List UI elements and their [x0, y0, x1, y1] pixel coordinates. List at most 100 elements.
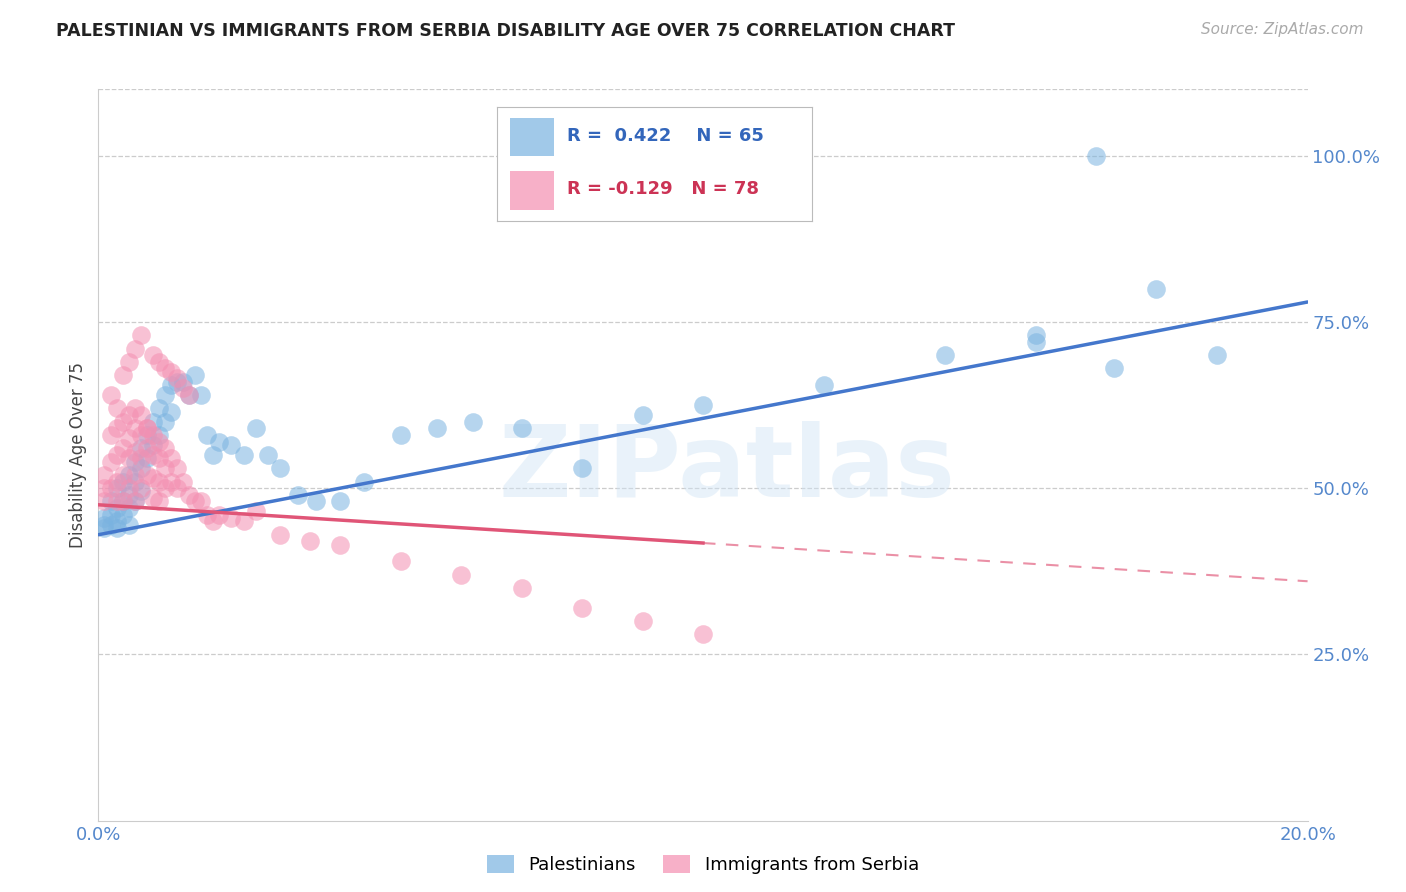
- Point: [105, 481, 128, 495]
- Point: [100, 517, 122, 532]
- Point: [172, 381, 194, 395]
- Point: [105, 515, 128, 529]
- Point: [148, 401, 170, 416]
- Point: [124, 342, 146, 356]
- Point: [166, 461, 188, 475]
- Point: [160, 405, 183, 419]
- Point: [124, 494, 146, 508]
- Point: [135, 467, 157, 482]
- Point: [118, 408, 141, 422]
- Point: [100, 428, 122, 442]
- Point: [1206, 348, 1229, 362]
- Point: [329, 538, 352, 552]
- Point: [93, 467, 115, 482]
- Point: [245, 421, 267, 435]
- Text: PALESTINIAN VS IMMIGRANTS FROM SERBIA DISABILITY AGE OVER 75 CORRELATION CHART: PALESTINIAN VS IMMIGRANTS FROM SERBIA DI…: [56, 22, 955, 40]
- Point: [129, 451, 152, 466]
- Point: [105, 494, 128, 508]
- Point: [93, 481, 115, 495]
- Point: [1085, 149, 1108, 163]
- Point: [111, 508, 134, 522]
- Point: [105, 421, 128, 435]
- Point: [232, 515, 254, 529]
- Point: [142, 471, 165, 485]
- Point: [148, 428, 170, 442]
- Point: [111, 415, 134, 429]
- Point: [305, 494, 328, 508]
- Point: [190, 388, 212, 402]
- Point: [129, 484, 152, 499]
- Point: [389, 554, 412, 568]
- Point: [111, 494, 134, 508]
- Point: [118, 355, 141, 369]
- Point: [93, 521, 115, 535]
- Text: Source: ZipAtlas.com: Source: ZipAtlas.com: [1201, 22, 1364, 37]
- Point: [142, 438, 165, 452]
- Point: [450, 567, 472, 582]
- Point: [184, 494, 207, 508]
- Point: [135, 428, 157, 442]
- Point: [129, 408, 152, 422]
- Point: [135, 421, 157, 435]
- Point: [105, 475, 128, 489]
- Point: [389, 428, 412, 442]
- Point: [571, 600, 593, 615]
- Point: [124, 494, 146, 508]
- Point: [177, 388, 201, 402]
- Point: [631, 614, 654, 628]
- Point: [692, 398, 714, 412]
- Point: [148, 494, 170, 508]
- Point: [153, 461, 176, 475]
- Point: [129, 481, 152, 495]
- Point: [93, 517, 115, 532]
- Point: [631, 408, 654, 422]
- Point: [100, 454, 122, 468]
- Point: [124, 421, 146, 435]
- Point: [148, 355, 170, 369]
- Point: [105, 448, 128, 462]
- Point: [232, 448, 254, 462]
- Point: [118, 517, 141, 532]
- Point: [135, 451, 157, 466]
- Point: [124, 467, 146, 482]
- Point: [153, 481, 176, 495]
- Point: [160, 378, 183, 392]
- Point: [142, 491, 165, 505]
- Point: [208, 434, 231, 449]
- Point: [208, 508, 231, 522]
- Point: [329, 494, 352, 508]
- Point: [172, 475, 194, 489]
- Point: [153, 415, 176, 429]
- Point: [221, 511, 243, 525]
- Point: [160, 451, 183, 466]
- Point: [100, 481, 122, 495]
- Point: [195, 508, 218, 522]
- Point: [118, 481, 141, 495]
- Point: [166, 371, 188, 385]
- Point: [190, 494, 212, 508]
- Point: [510, 581, 533, 595]
- Point: [124, 444, 146, 458]
- Point: [124, 401, 146, 416]
- Point: [142, 415, 165, 429]
- Point: [1024, 328, 1046, 343]
- Point: [135, 421, 157, 435]
- Point: [269, 461, 291, 475]
- Point: [148, 434, 170, 449]
- Point: [692, 627, 714, 641]
- Point: [142, 448, 165, 462]
- Point: [129, 442, 152, 456]
- Legend: Palestinians, Immigrants from Serbia: Palestinians, Immigrants from Serbia: [479, 847, 927, 881]
- Point: [160, 475, 183, 489]
- Point: [111, 494, 134, 508]
- Point: [353, 475, 375, 489]
- Point: [142, 428, 165, 442]
- Point: [111, 368, 134, 383]
- Point: [269, 527, 291, 541]
- Point: [571, 461, 593, 475]
- Point: [148, 451, 170, 466]
- Point: [1102, 361, 1125, 376]
- Point: [463, 415, 485, 429]
- Point: [129, 461, 152, 475]
- Point: [202, 515, 225, 529]
